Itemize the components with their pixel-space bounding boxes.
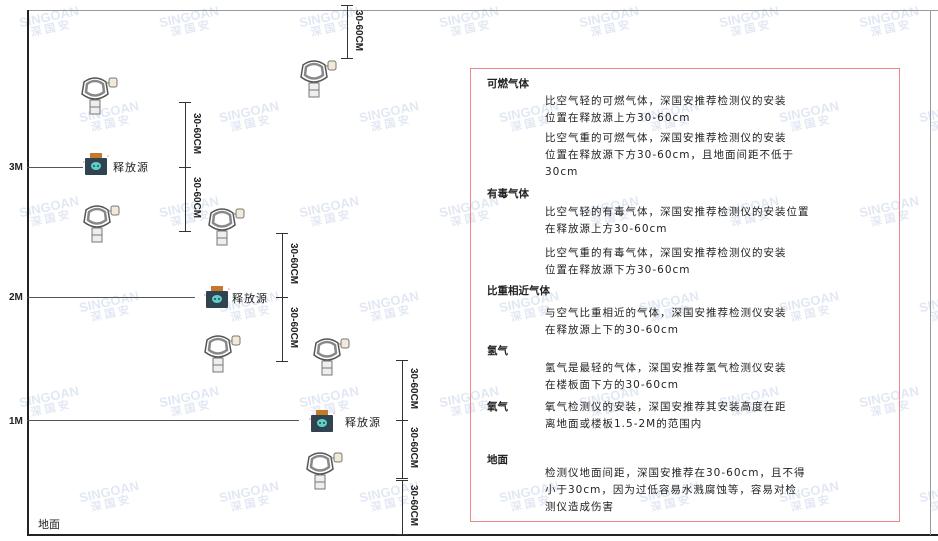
dimension-line bbox=[185, 102, 186, 167]
watermark: SINGOAN 深国安 bbox=[217, 97, 281, 135]
ceiling-line bbox=[27, 10, 938, 11]
gas-detector-icon bbox=[297, 55, 339, 101]
dimension-tick bbox=[396, 478, 408, 479]
level-1m-label: 1M bbox=[9, 416, 23, 427]
dimension-tick bbox=[179, 102, 191, 103]
legend-heading: 有毒气体 bbox=[487, 188, 529, 200]
source-label-2m: 释放源 bbox=[232, 292, 268, 305]
dimension-tick bbox=[396, 480, 408, 481]
ground-line bbox=[27, 534, 938, 536]
dimension-label: 30-60CM bbox=[191, 177, 202, 219]
dimension-label: 30-60CM bbox=[408, 368, 419, 410]
gas-detector-icon bbox=[303, 447, 345, 493]
level-3m-line bbox=[27, 167, 83, 168]
source-label-1m: 释放源 bbox=[345, 416, 381, 429]
dimension-tick bbox=[179, 231, 191, 232]
dimension-line bbox=[185, 167, 186, 231]
dimension-label: 30-60CM bbox=[191, 112, 202, 154]
legend-line: 氢气是最轻的气体，深国安推荐氢气检测仪安装 bbox=[545, 362, 787, 374]
level-2m-label: 2M bbox=[9, 292, 23, 303]
dimension-label: 30-60CM bbox=[353, 9, 364, 51]
legend-heading: 氢气 bbox=[487, 345, 508, 357]
watermark: SINGOAN 深国安 bbox=[217, 477, 281, 515]
dimension-tick bbox=[276, 233, 288, 234]
legend-line: 在释放源上下的30-60cm bbox=[545, 324, 680, 336]
dimension-line bbox=[282, 297, 283, 361]
legend-heading: 地面 bbox=[487, 454, 508, 466]
watermark: SINGOAN 深国安 bbox=[77, 477, 141, 515]
watermark: SINGOAN 深国安 bbox=[77, 287, 141, 325]
legend-paragraph: 氢气是最轻的气体，深国安推荐氢气检测仪安装 在楼板面下方的30-60cm bbox=[545, 360, 787, 394]
dimension-label: 30-60CM bbox=[408, 427, 419, 469]
level-3m-label: 3M bbox=[9, 162, 23, 173]
dimension-line bbox=[402, 360, 403, 420]
legend-line: 位置在释放源下方30-60cm，且地面间距不低于 bbox=[545, 149, 795, 161]
gas-detector-icon bbox=[310, 333, 352, 379]
level-2m-line bbox=[27, 297, 195, 298]
right-border bbox=[930, 10, 931, 535]
ground-label: 地面 bbox=[38, 518, 60, 531]
gas-detector-icon bbox=[205, 203, 247, 249]
dimension-tick bbox=[179, 167, 191, 168]
dimension-label: 30-60CM bbox=[288, 243, 299, 285]
legend-paragraph: 检测仪地面间距，深国安推荐在30-60cm，且不得 小于30cm，因为过低容易水溅… bbox=[545, 465, 806, 516]
legend-heading: 可燃气体 bbox=[487, 78, 529, 90]
legend-line: 氧气检测仪的安装，深国安推荐其安装高度在距 bbox=[545, 401, 787, 413]
legend-line: 在楼板面下方的30-60cm bbox=[545, 379, 680, 391]
watermark: SINGOAN 深国安 bbox=[917, 97, 938, 135]
legend-line: 测仪造成伤害 bbox=[545, 501, 614, 513]
watermark: SINGOAN 深国安 bbox=[917, 477, 938, 515]
legend-paragraph: 氧气检测仪的安装，深国安推荐其安装高度在距 离地面或楼板1.5-2M的范围内 bbox=[545, 399, 787, 433]
dimension-line bbox=[347, 5, 348, 58]
dimension-line bbox=[402, 420, 403, 478]
dimension-tick bbox=[396, 360, 408, 361]
release-source-icon bbox=[83, 152, 109, 176]
legend-line: 比空气轻的有毒气体，深国安推荐检测仪的安装位置 bbox=[545, 206, 810, 218]
legend-line: 在释放源上方30-60cm bbox=[545, 223, 668, 235]
legend-line: 比空气重的有毒气体，深国安推荐检测仪的安装 bbox=[545, 247, 787, 259]
release-source-icon bbox=[309, 409, 335, 433]
dimension-line bbox=[282, 233, 283, 297]
dimension-tick bbox=[341, 58, 353, 59]
legend-paragraph: 与空气比重相近的气体，深国安推荐检测仪安装 在释放源上下的30-60cm bbox=[545, 305, 787, 339]
legend-line: 比空气重的可燃气体，深国安推荐检测仪的安装 bbox=[545, 132, 787, 144]
legend-line: 小于30cm，因为过低容易水溅腐蚀等，容易对检 bbox=[545, 484, 797, 496]
legend-line: 离地面或楼板1.5-2M的范围内 bbox=[545, 418, 703, 430]
legend-line: 比空气轻的可燃气体，深国安推荐检测仪的安装 bbox=[545, 95, 787, 107]
wall-line bbox=[27, 10, 29, 535]
legend-paragraph: 比空气重的有毒气体，深国安推荐检测仪的安装 位置在释放源下方30-60cm bbox=[545, 245, 787, 279]
legend-line: 30cm bbox=[545, 166, 579, 178]
dimension-label: 30-60CM bbox=[408, 485, 419, 527]
dimension-tick bbox=[341, 5, 353, 6]
watermark: SINGOAN 深国安 bbox=[917, 287, 938, 325]
watermark: SINGOAN 深国安 bbox=[297, 192, 361, 230]
dimension-line bbox=[402, 480, 403, 534]
dimension-tick bbox=[276, 297, 288, 298]
legend-line: 位置在释放源上方30-60cm bbox=[545, 112, 691, 124]
legend-paragraph: 比空气轻的有毒气体，深国安推荐检测仪的安装位置 在释放源上方30-60cm bbox=[545, 204, 810, 238]
gas-detector-icon bbox=[78, 72, 120, 118]
legend-line: 与空气比重相近的气体，深国安推荐检测仪安装 bbox=[545, 307, 787, 319]
gas-detector-icon bbox=[80, 200, 122, 246]
legend-heading: 氧气 bbox=[487, 401, 508, 413]
dimension-label: 30-60CM bbox=[288, 307, 299, 349]
watermark: SINGOAN 深国安 bbox=[357, 97, 421, 135]
watermark: SINGOAN 深国安 bbox=[357, 287, 421, 325]
legend-line: 位置在释放源下方30-60cm bbox=[545, 264, 691, 276]
dimension-tick bbox=[276, 361, 288, 362]
gas-detector-icon bbox=[201, 330, 243, 376]
dimension-tick bbox=[396, 420, 408, 421]
dimension-tick bbox=[396, 534, 408, 535]
watermark: SINGOAN 深国安 bbox=[157, 382, 221, 420]
source-label-3m: 释放源 bbox=[113, 161, 149, 174]
legend-paragraph: 比空气重的可燃气体，深国安推荐检测仪的安装 位置在释放源下方30-60cm，且地面… bbox=[545, 130, 794, 181]
legend-paragraph: 比空气轻的可燃气体，深国安推荐检测仪的安装 位置在释放源上方30-60cm bbox=[545, 93, 787, 127]
level-1m-line bbox=[27, 420, 299, 421]
legend-heading: 比重相近气体 bbox=[487, 285, 550, 297]
legend-line: 检测仪地面间距，深国安推荐在30-60cm，且不得 bbox=[545, 467, 806, 479]
legend-box bbox=[470, 68, 900, 522]
release-source-icon bbox=[204, 285, 230, 309]
